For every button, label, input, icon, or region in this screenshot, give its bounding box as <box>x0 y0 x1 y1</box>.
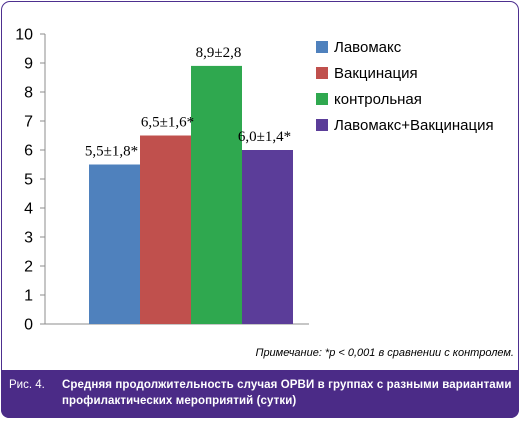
legend-swatch-2 <box>316 67 328 79</box>
legend-swatch-3 <box>316 93 328 105</box>
y-tick-label: 4 <box>24 201 33 218</box>
footnote: Примечание: *p < 0,001 в сравнении с кон… <box>255 347 514 359</box>
y-tick-label: 10 <box>15 27 33 44</box>
legend-label-2: Вакцинация <box>334 65 418 82</box>
y-tick-label: 9 <box>24 56 33 73</box>
data-label-2: 6,5±1,6* <box>141 115 194 131</box>
legend-swatch-1 <box>316 41 328 53</box>
y-tick-label: 0 <box>24 317 33 334</box>
figure-caption: Рис. 4. Средняя продолжительность случая… <box>1 370 519 418</box>
caption-label: Рис. 4. <box>9 379 45 391</box>
y-tick-label: 2 <box>24 259 33 276</box>
bars <box>89 65 293 325</box>
y-tick-label: 8 <box>24 85 33 102</box>
legend: Лавомакс Вакцинация контрольная Лавомакс+Ва… <box>316 39 494 134</box>
y-tick-label: 7 <box>24 114 33 131</box>
y-tick-label: 3 <box>24 230 33 247</box>
caption-text: Средняя продолжительность случая ОРВИ в … <box>62 379 512 407</box>
bar-4 <box>242 150 293 324</box>
data-labels: 5,5±1,8*6,5±1,6* 8,9±2,8 6,0±1,4* <box>85 45 291 160</box>
y-tick-label: 6 <box>24 143 33 160</box>
legend-label-3: контрольная <box>334 91 422 108</box>
y-tick-label: 5 <box>24 172 33 189</box>
bar-2 <box>140 135 191 324</box>
legend-label-4: Лавомакс+Вакцинация <box>334 117 494 134</box>
data-label-1: 5,5±1,8* <box>85 144 138 160</box>
data-label-3: 8,9±2,8 <box>196 45 242 61</box>
legend-swatch-4 <box>316 119 328 131</box>
bar-1 <box>89 164 140 324</box>
legend-label-1: Лавомакс <box>334 39 402 56</box>
bar-3 <box>191 65 242 325</box>
data-label-4: 6,0±1,4* <box>238 129 291 145</box>
y-tick-label: 1 <box>24 288 33 305</box>
